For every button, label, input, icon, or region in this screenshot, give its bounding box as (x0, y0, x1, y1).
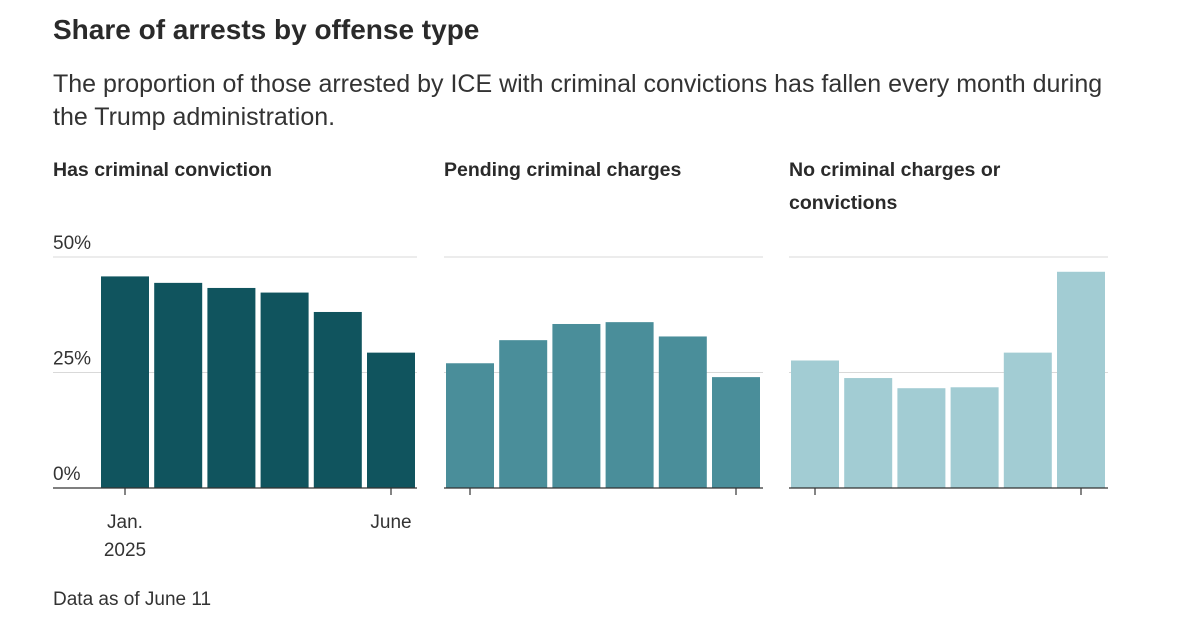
bar-3-mar-2025 (897, 388, 946, 488)
bar-1-mar-2025 (207, 287, 256, 488)
y-tick-label-50: 50% (53, 233, 91, 254)
x-tick-label-jan: Jan. (107, 512, 143, 533)
bar-2-may-2025 (658, 336, 707, 488)
panel-title-conviction: Has criminal conviction (53, 159, 272, 181)
bar-3-feb-2025 (844, 378, 893, 488)
bar-3-may-2025 (1003, 352, 1052, 488)
bar-2-june-2025 (712, 377, 760, 488)
bar-1-june-2025 (367, 352, 415, 488)
bar-3-june-2025 (1057, 271, 1105, 488)
chart-title: Share of arrests by offense type (53, 14, 480, 45)
bar-3-apr-2025 (950, 387, 999, 488)
bar-2-feb-2025 (499, 340, 548, 488)
x-tick-label-year: 2025 (104, 540, 146, 561)
panel-title-pending: Pending criminal charges (444, 159, 682, 181)
bar-2-apr-2025 (605, 322, 654, 488)
y-tick-label-25: 25% (53, 349, 91, 370)
x-tick-label-june: June (370, 512, 411, 533)
bar-1-may-2025 (313, 311, 362, 488)
bar-2-mar-2025 (552, 323, 601, 488)
chart-subtitle: The proportion of those arrested by ICE … (53, 70, 1103, 131)
y-tick-label-0: 0% (53, 464, 81, 485)
bar-2-jan-2025 (446, 363, 494, 488)
bar-1-feb-2025 (154, 282, 203, 488)
data-note: Data as of June 11 (53, 589, 212, 610)
bar-3-jan-2025 (791, 360, 839, 488)
panel-title-none: No criminal charges or convictions (789, 159, 1001, 214)
bar-1-apr-2025 (260, 292, 309, 488)
bar-1-jan-2025 (101, 276, 149, 488)
